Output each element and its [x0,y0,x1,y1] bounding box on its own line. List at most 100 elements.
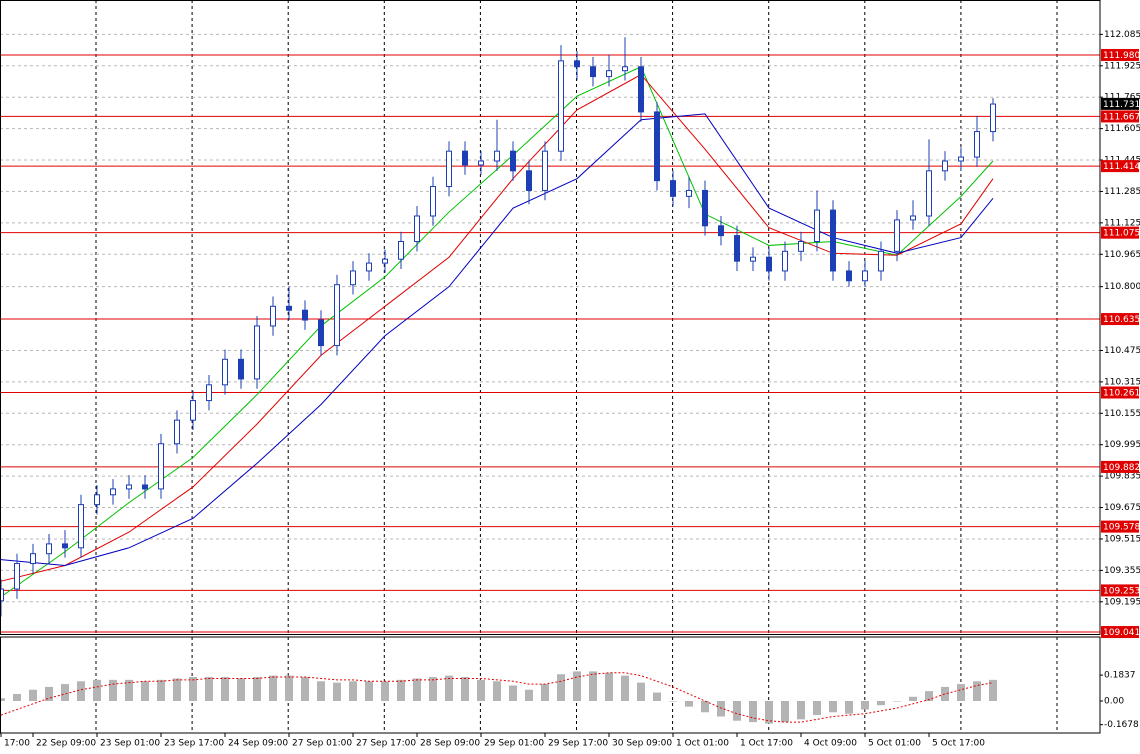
macd-bar [13,693,21,701]
level-label: 109.578 [1103,523,1140,533]
x-tick-label: 5 Oct 17:00 [932,739,985,749]
macd-bar [141,681,149,701]
candle-body [158,443,164,490]
macd-bar [61,684,69,701]
y-tick-label: 111.285 [1104,187,1140,197]
macd-bar [765,701,773,724]
candle-body [494,150,500,162]
x-tick-label: 29 Sep 17:00 [548,739,608,749]
candle-body [110,488,116,496]
candle-body [622,66,628,72]
level-label: 111.414 [1103,162,1140,172]
y-tick-label: 110.475 [1104,346,1140,356]
macd-bar [621,675,629,701]
candle-body [958,156,964,162]
candle-body [798,241,804,252]
macd-bar [237,678,245,701]
y-tick-label: 109.195 [1104,597,1140,607]
y-tick-label: 109.355 [1104,566,1140,576]
candle-body [142,484,148,490]
macd-bar [557,674,565,701]
candle-body [766,256,772,272]
macd-bar [669,701,677,702]
candle-body [846,270,852,282]
macd-bar [957,684,965,701]
candle-body [574,60,580,68]
y-tick-label: 111.605 [1104,124,1140,134]
candle-body [302,309,308,321]
macd-bar [365,681,373,701]
macd-bar [429,677,437,701]
macd-bar [109,679,117,701]
y-tick-label: -0.1678 [1104,720,1139,730]
macd-bar [733,701,741,721]
candle-body [190,400,196,421]
candle-body [830,209,836,272]
macd-bar [269,675,277,701]
candle-body [590,66,596,78]
last-price-box [1101,97,1139,110]
macd-bar [573,671,581,701]
y-tick-label: 109.835 [1104,472,1140,482]
macd-bar [173,678,181,701]
macd-bar [493,681,501,701]
macd-bar [413,678,421,701]
macd-bar [541,684,549,701]
x-tick-label: 27 Sep 01:00 [292,739,352,749]
macd-bar [301,677,309,701]
last-price-label: 111.731 [1103,100,1140,110]
level-label: 111.980 [1103,51,1140,61]
candle-body [686,189,692,197]
main-pane-frame [0,0,1101,635]
macd-bar [93,679,101,701]
candle-body [478,160,484,166]
macd-bar [781,701,789,723]
candle-body [670,180,676,197]
level-label-box [1101,313,1139,326]
level-label: 110.635 [1103,315,1140,325]
candle-body [78,504,84,549]
macd-bar [893,701,901,702]
candle-body [286,305,292,311]
level-label-box [1101,626,1139,639]
level-label-box [1101,160,1139,173]
candle-body [270,305,276,327]
x-tick-label: 1 Oct 01:00 [676,739,729,749]
candle-body [94,494,100,506]
candle-body [174,419,180,445]
macd-bar [941,686,949,701]
candle-body [414,215,420,243]
macd-bar [205,677,213,701]
candle-body [206,384,212,402]
candle-body [254,325,260,380]
macd-bar [349,681,357,701]
x-tick-label: 5 Oct 01:00 [868,739,921,749]
y-tick-label: 111.925 [1104,61,1140,71]
candle-body [526,170,532,191]
macd-bar [333,682,341,701]
y-tick-label: 0.1837 [1104,671,1136,681]
candle-body [702,189,708,227]
candle-body [238,358,244,380]
moving-average [0,113,994,566]
macd-bar [445,675,453,701]
candle-body [350,270,356,286]
level-label-box [1101,226,1139,239]
macd-bar [0,698,5,701]
candle-body [734,235,740,262]
x-tick-label: 28 Sep 09:00 [420,739,480,749]
x-tick-label: 17:00 [4,739,30,749]
x-tick-label: 23 Sep 17:00 [164,739,224,749]
candle-body [878,250,884,272]
macd-bar [317,681,325,701]
y-tick-label: 111.125 [1104,218,1140,228]
macd-bar [989,679,997,701]
macd-bar [525,689,533,701]
macd-bar [221,677,229,701]
y-tick-label: 110.800 [1104,282,1140,292]
macd-bar [77,681,85,701]
macd-bar [813,701,821,716]
candle-body [222,358,228,386]
